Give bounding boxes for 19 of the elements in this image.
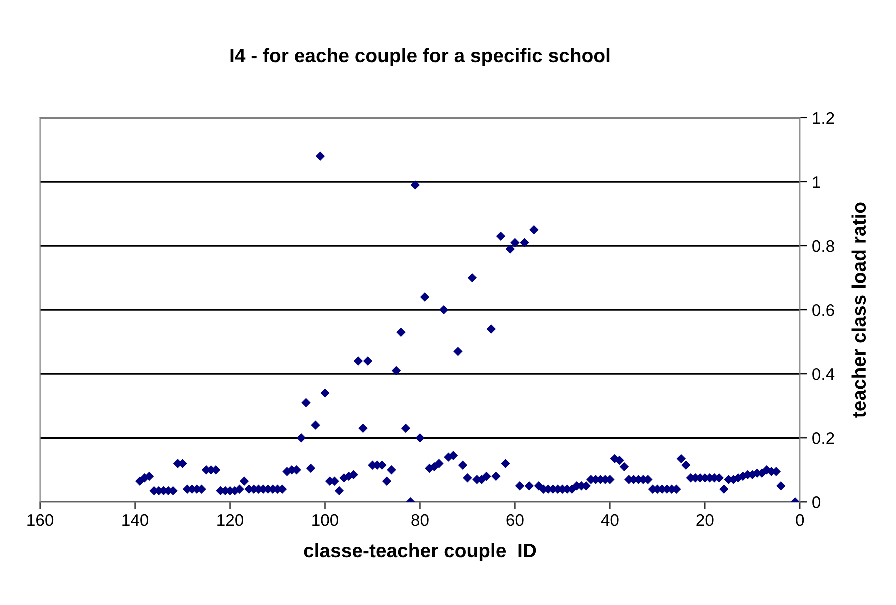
y-tick-label: 1.2 bbox=[813, 112, 834, 124]
y-tick-label: 0 bbox=[812, 496, 821, 508]
x-tick-label: 0 bbox=[796, 514, 804, 526]
y-tick-label: 0.6 bbox=[812, 304, 834, 316]
x-tick-label: 140 bbox=[122, 514, 149, 526]
x-tick-label: 160 bbox=[28, 514, 54, 526]
y-tick-label: 0.2 bbox=[812, 432, 834, 444]
y-tick-label: 0.8 bbox=[812, 240, 834, 252]
chart-title: I4 - for eache couple for a specific school bbox=[230, 48, 610, 66]
y-axis-title: teacher class load ratio bbox=[852, 202, 866, 418]
y-tick-label: 1 bbox=[813, 176, 820, 188]
x-tick-label: 40 bbox=[601, 514, 619, 526]
x-tick-label: 20 bbox=[696, 514, 714, 526]
x-tick-label: 80 bbox=[412, 514, 429, 526]
x-tick-label: 60 bbox=[506, 514, 524, 526]
x-tick-label: 120 bbox=[218, 514, 244, 526]
x-axis-title: classe-teacher couple ID bbox=[304, 543, 536, 562]
x-tick-label: 100 bbox=[312, 514, 338, 526]
y-tick-label: 0.4 bbox=[812, 368, 835, 380]
